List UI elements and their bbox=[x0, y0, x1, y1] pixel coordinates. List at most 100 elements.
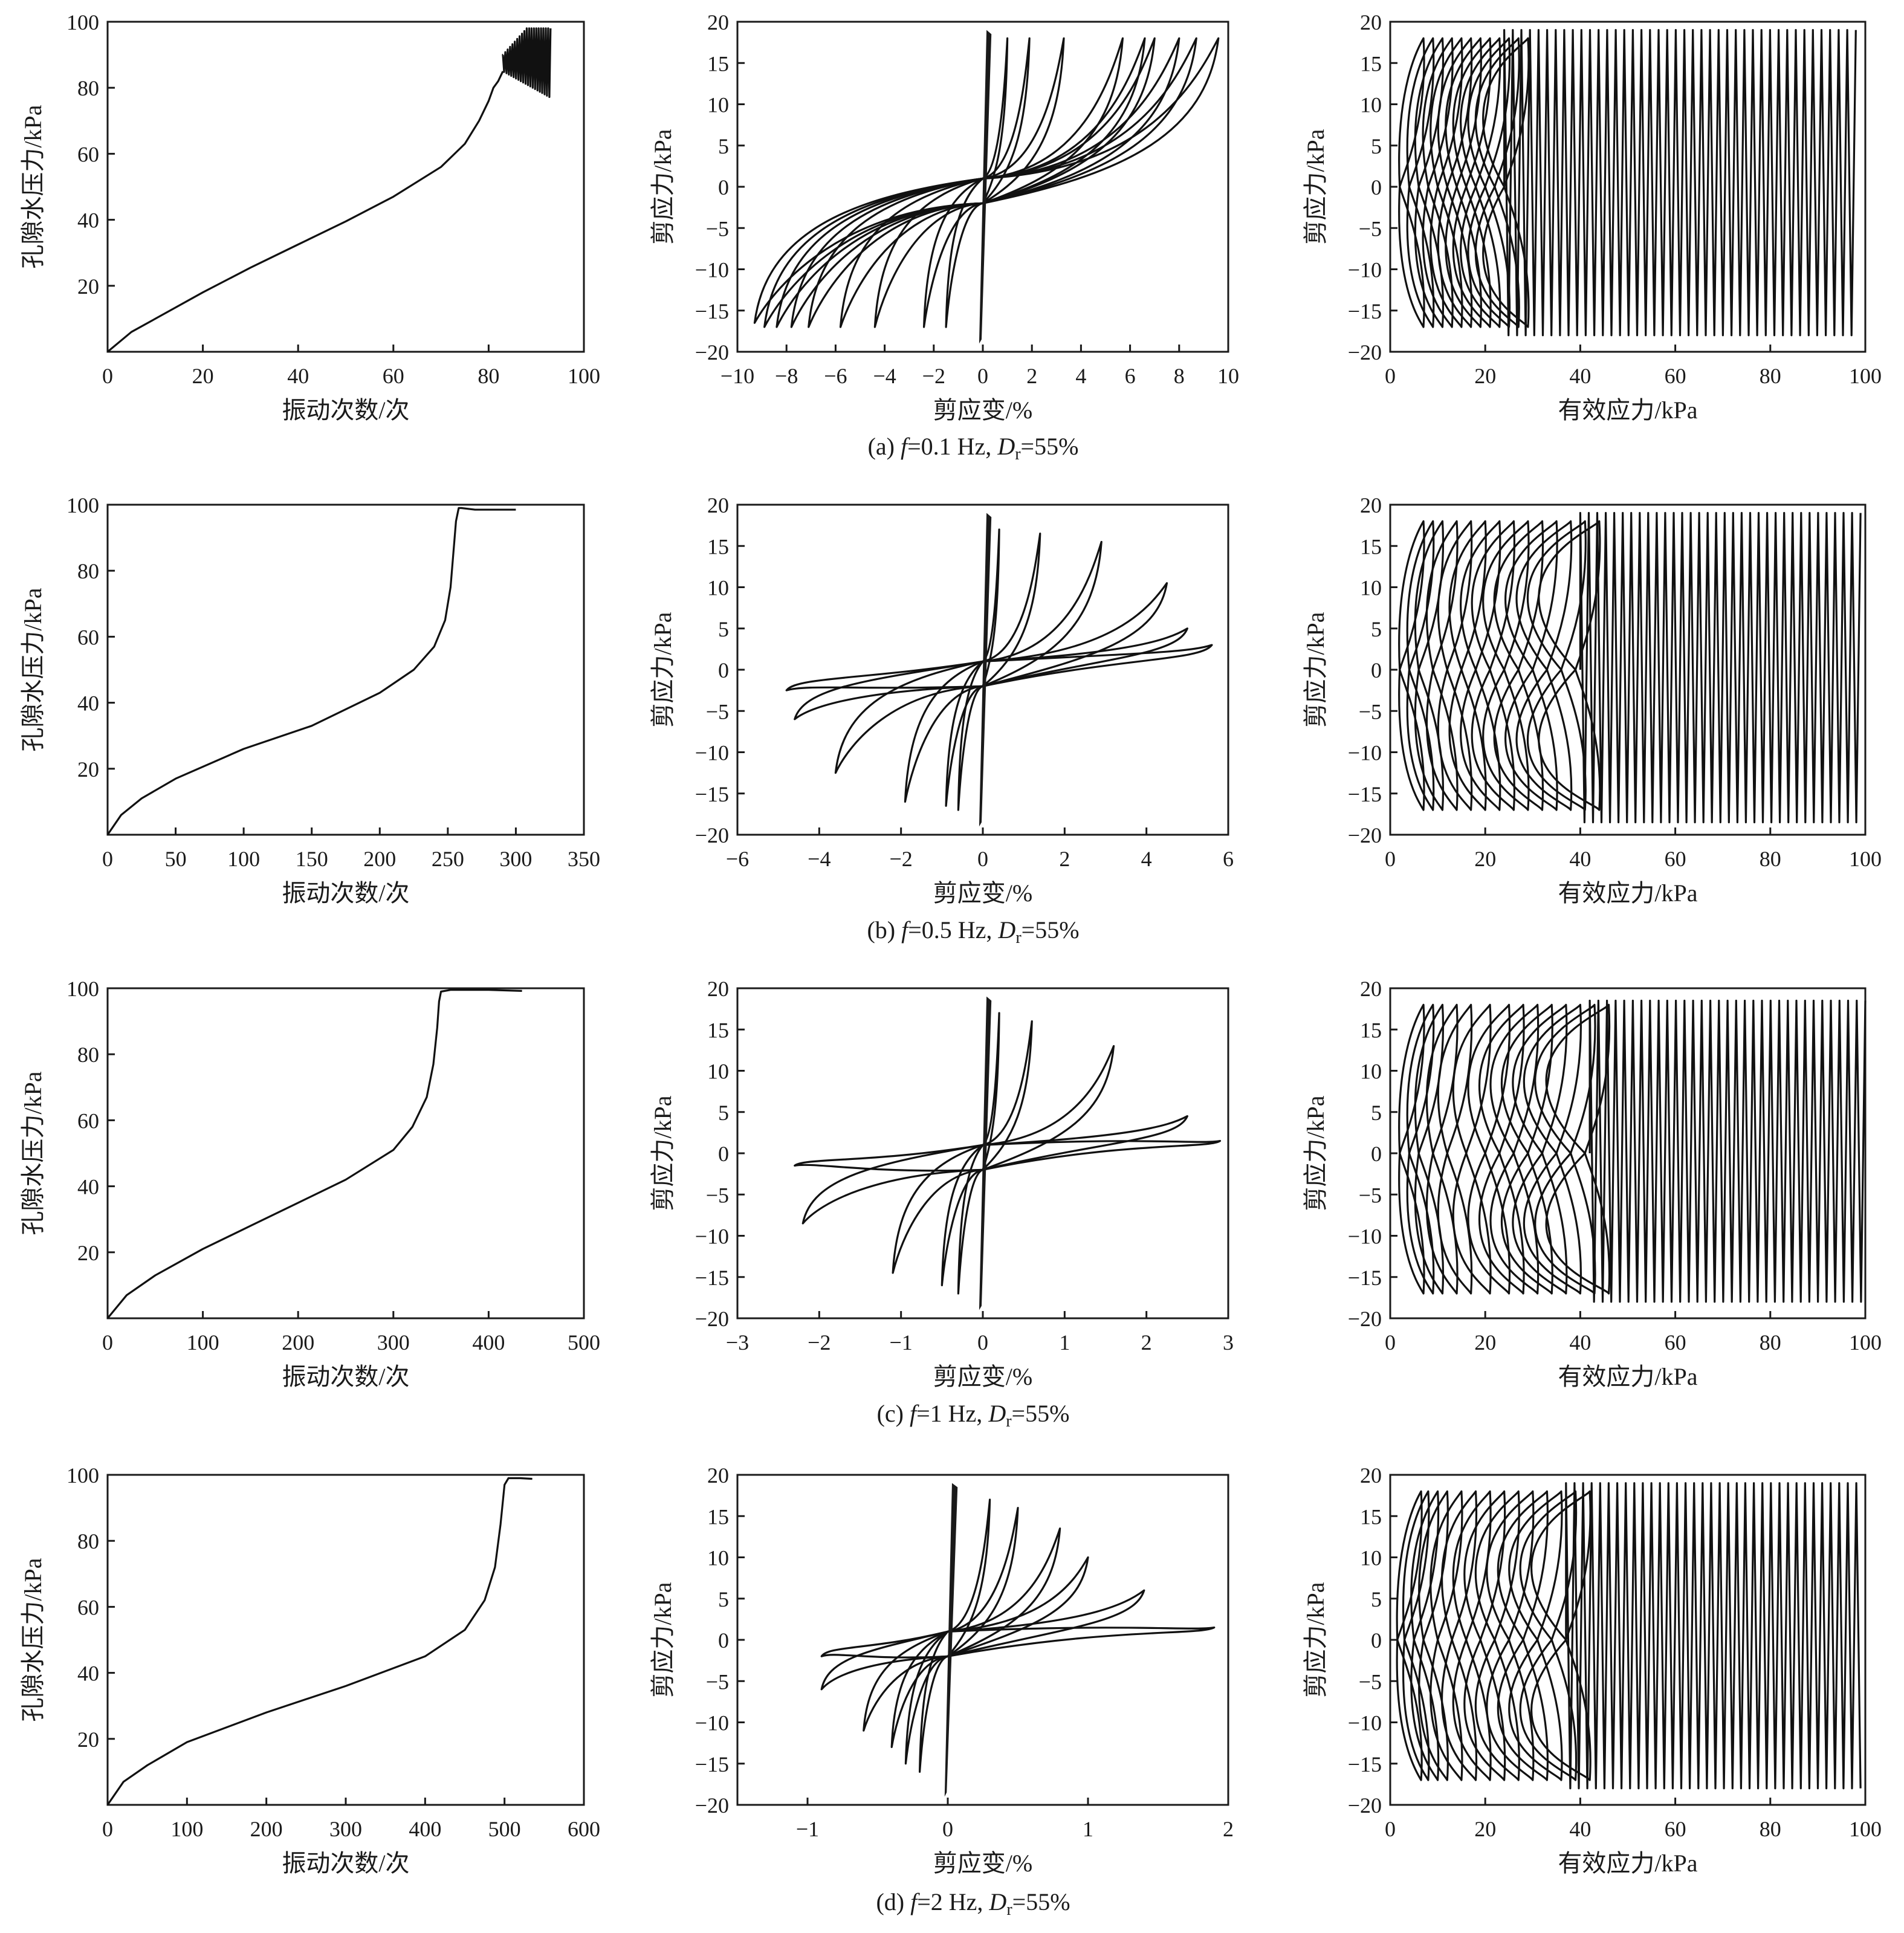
x-tick-label: 100 bbox=[187, 1330, 219, 1355]
y-tick-label: −10 bbox=[695, 1711, 729, 1735]
x-tick-label: 200 bbox=[363, 847, 396, 871]
a-pwp-series bbox=[106, 27, 552, 353]
x-tick-label: 10 bbox=[1217, 364, 1239, 388]
y-tick-label: 100 bbox=[66, 493, 99, 517]
x-tick-label: 600 bbox=[568, 1817, 600, 1841]
c-stress-strain-xlabel: 剪应变/% bbox=[933, 1363, 1032, 1390]
panel-caption-b: (b) f=0.5 Hz, Dr=55% bbox=[867, 916, 1079, 947]
stress-path-loop bbox=[1396, 1490, 1423, 1781]
x-tick-label: −2 bbox=[922, 364, 945, 388]
y-tick-label: −15 bbox=[695, 299, 729, 323]
stress-path-loop bbox=[1489, 1003, 1540, 1295]
x-tick-label: 2 bbox=[1059, 847, 1070, 871]
b-stress-strain-series bbox=[785, 513, 1213, 827]
c-stress-strain-chart: −3 −2 −1 0 1 2 3−20−15−10−505101520剪应变/%剪应力/kP… bbox=[649, 977, 1234, 1390]
hysteresis-loop bbox=[904, 540, 1103, 803]
c-pwp-series bbox=[106, 989, 522, 1319]
y-tick-label: 20 bbox=[707, 493, 729, 517]
y-tick-label: 80 bbox=[77, 1043, 99, 1067]
y-tick-label: 5 bbox=[718, 134, 729, 158]
y-tick-label: −20 bbox=[1348, 340, 1382, 364]
x-tick-label: 400 bbox=[409, 1817, 441, 1841]
y-tick-label: −20 bbox=[1348, 823, 1382, 847]
stress-path-loop bbox=[1545, 1003, 1611, 1295]
c-pwp-xlabel: 振动次数/次 bbox=[282, 1363, 409, 1390]
y-tick-label: −5 bbox=[706, 216, 729, 241]
c-stress-path-chart: 0 20 40 60 80 100 −20 −15 −10 −5 0 5 10 15 20 有效应力/kPa 剪… bbox=[1302, 977, 1882, 1390]
x-tick-label: 80 bbox=[478, 364, 499, 388]
x-tick-label: 100 bbox=[1849, 364, 1882, 388]
c-stress-path-ylabel: 剪应力/kPa bbox=[1302, 1095, 1329, 1211]
x-tick-label: −10 bbox=[720, 364, 754, 388]
stress-path-loop bbox=[1478, 1003, 1525, 1295]
x-tick-label: 40 bbox=[1569, 364, 1591, 388]
y-tick-label: 60 bbox=[77, 625, 99, 649]
y-tick-label: −15 bbox=[1348, 299, 1382, 323]
stress-path-loop bbox=[1512, 1003, 1568, 1295]
caption-density: =55% bbox=[1012, 1400, 1070, 1427]
y-tick-label: 100 bbox=[66, 1463, 99, 1488]
stress-path-loop bbox=[1452, 37, 1492, 328]
d-pwp-ticks: 0 100 200 300 400 500 600 20 40 60 80 100 bbox=[66, 1463, 600, 1841]
x-tick-label: 0 bbox=[977, 847, 988, 871]
y-tick-label: 15 bbox=[707, 534, 729, 559]
caption-frequency: =0.1 Hz, bbox=[907, 433, 997, 460]
y-tick-label: 20 bbox=[707, 1463, 729, 1488]
y-tick-label: 0 bbox=[718, 658, 729, 682]
y-tick-label: −10 bbox=[1348, 1225, 1382, 1249]
x-tick-label: 40 bbox=[287, 364, 309, 388]
y-tick-label: 60 bbox=[77, 142, 99, 166]
y-tick-label: −5 bbox=[706, 1183, 729, 1207]
caption-frequency: =0.5 Hz, bbox=[908, 916, 998, 944]
y-tick-label: 10 bbox=[1360, 93, 1382, 117]
caption-density-symbol: D bbox=[988, 1888, 1006, 1915]
y-tick-label: 40 bbox=[77, 1175, 99, 1199]
y-tick-label: 5 bbox=[718, 1587, 729, 1611]
y-tick-label: −10 bbox=[695, 258, 729, 282]
y-tick-label: 0 bbox=[1371, 1628, 1382, 1653]
y-tick-label: 10 bbox=[1360, 1060, 1382, 1084]
a-stress-strain-xlabel: 剪应变/% bbox=[933, 397, 1032, 424]
stress-path-loop bbox=[1398, 1003, 1425, 1295]
y-tick-label: −10 bbox=[1348, 1711, 1382, 1735]
y-tick-label: 0 bbox=[1371, 175, 1382, 199]
x-tick-label: 100 bbox=[568, 364, 600, 388]
x-tick-label: 80 bbox=[1760, 364, 1781, 388]
x-tick-label: −4 bbox=[873, 364, 896, 388]
stress-path-loop bbox=[1474, 1490, 1520, 1781]
x-tick-label: 150 bbox=[296, 847, 328, 871]
y-tick-label: −5 bbox=[1359, 216, 1382, 241]
x-tick-label: 300 bbox=[377, 1330, 410, 1355]
x-tick-label: 60 bbox=[1665, 364, 1686, 388]
x-tick-label: 0 bbox=[1385, 364, 1396, 388]
y-tick-label: −15 bbox=[1348, 1266, 1382, 1290]
b-pwp-ylabel: 孔隙水压力/kPa bbox=[19, 588, 47, 751]
y-tick-label: 40 bbox=[77, 1662, 99, 1686]
y-tick-label: −5 bbox=[1359, 1183, 1382, 1207]
x-tick-label: 80 bbox=[1760, 1330, 1781, 1355]
stress-path-loop bbox=[1440, 1490, 1478, 1781]
y-tick-label: 20 bbox=[707, 977, 729, 1001]
y-tick-label: 60 bbox=[77, 1109, 99, 1133]
y-tick-label: −20 bbox=[1348, 1793, 1382, 1818]
y-tick-label: 10 bbox=[707, 1060, 729, 1084]
a-stress-path-ticks: 0 20 40 60 80 100 −20 −15 −10 −5 0 5 10 15 20 bbox=[1348, 10, 1882, 388]
x-tick-label: 20 bbox=[1474, 847, 1496, 871]
x-tick-label: 6 bbox=[1125, 364, 1136, 388]
stress-path-loop bbox=[1504, 520, 1558, 811]
caption-density-subscript: r bbox=[1006, 1412, 1012, 1431]
x-tick-label: 100 bbox=[227, 847, 260, 871]
c-stress-strain-series bbox=[794, 996, 1222, 1310]
stress-path-dense-band bbox=[1579, 512, 1862, 824]
stress-path-loop bbox=[1448, 520, 1487, 811]
y-tick-label: 0 bbox=[718, 1142, 729, 1166]
pwp-curve bbox=[106, 71, 504, 353]
pwp-curve bbox=[106, 507, 516, 835]
caption-density: =55% bbox=[1022, 916, 1080, 944]
stress-path-dense-band bbox=[1588, 999, 1867, 1303]
caption-density: =55% bbox=[1012, 1888, 1070, 1915]
caption-prefix: (c) bbox=[877, 1400, 910, 1427]
x-tick-label: 500 bbox=[488, 1817, 521, 1841]
y-tick-label: 5 bbox=[1371, 1587, 1382, 1611]
